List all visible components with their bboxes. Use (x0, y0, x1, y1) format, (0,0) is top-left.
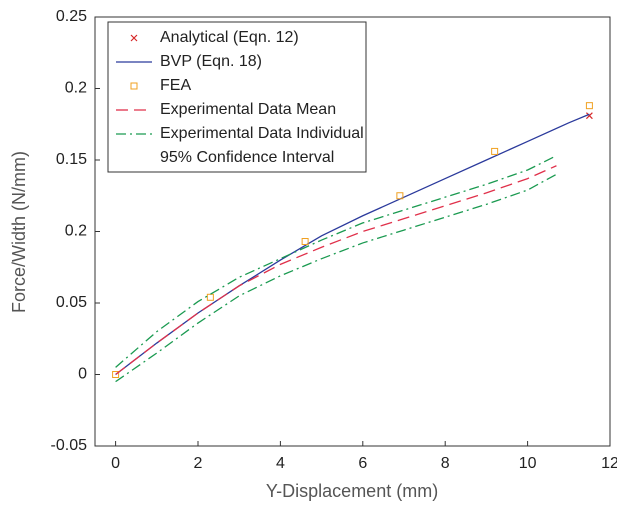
y-axis-label: Force/Width (N/mm) (9, 151, 29, 313)
data-marker (491, 147, 499, 155)
legend-sample (130, 34, 138, 42)
legend-label: Experimental Data Individual (160, 125, 364, 142)
x-tick-label: 0 (111, 455, 120, 472)
y-tick-label: -0.05 (51, 437, 88, 454)
legend-label: Experimental Data Mean (160, 101, 336, 118)
y-tick-label: 0.25 (56, 8, 87, 25)
x-axis-label: Y-Displacement (mm) (266, 481, 438, 501)
x-tick-label: 8 (441, 455, 450, 472)
series-line (115, 165, 557, 376)
data-marker (585, 112, 593, 120)
data-marker (206, 293, 214, 301)
legend-label: Analytical (Eqn. 12) (160, 29, 299, 46)
x-tick-label: 6 (358, 455, 367, 472)
y-tick-label: 0.05 (56, 294, 87, 311)
legend-sample (130, 82, 138, 90)
y-tick-label: 0.15 (56, 151, 87, 168)
y-tick-label: 0.2 (65, 223, 87, 240)
x-tick-label: 4 (276, 455, 285, 472)
x-tick-label: 12 (601, 455, 617, 472)
series-line (115, 173, 557, 383)
x-tick-label: 2 (194, 455, 203, 472)
y-tick-label: 0 (78, 366, 87, 383)
legend-label: FEA (160, 77, 191, 94)
series-line (115, 155, 557, 368)
x-tick-label: 10 (519, 455, 537, 472)
legend-label: BVP (Eqn. 18) (160, 53, 262, 70)
legend-box (107, 21, 367, 173)
data-marker (301, 238, 309, 246)
series-line (115, 113, 590, 376)
data-marker (585, 102, 593, 110)
legend-label: 95% Confidence Interval (160, 149, 334, 166)
data-marker (112, 371, 120, 378)
data-marker (396, 192, 404, 200)
y-tick-label: 0.2 (65, 80, 87, 97)
